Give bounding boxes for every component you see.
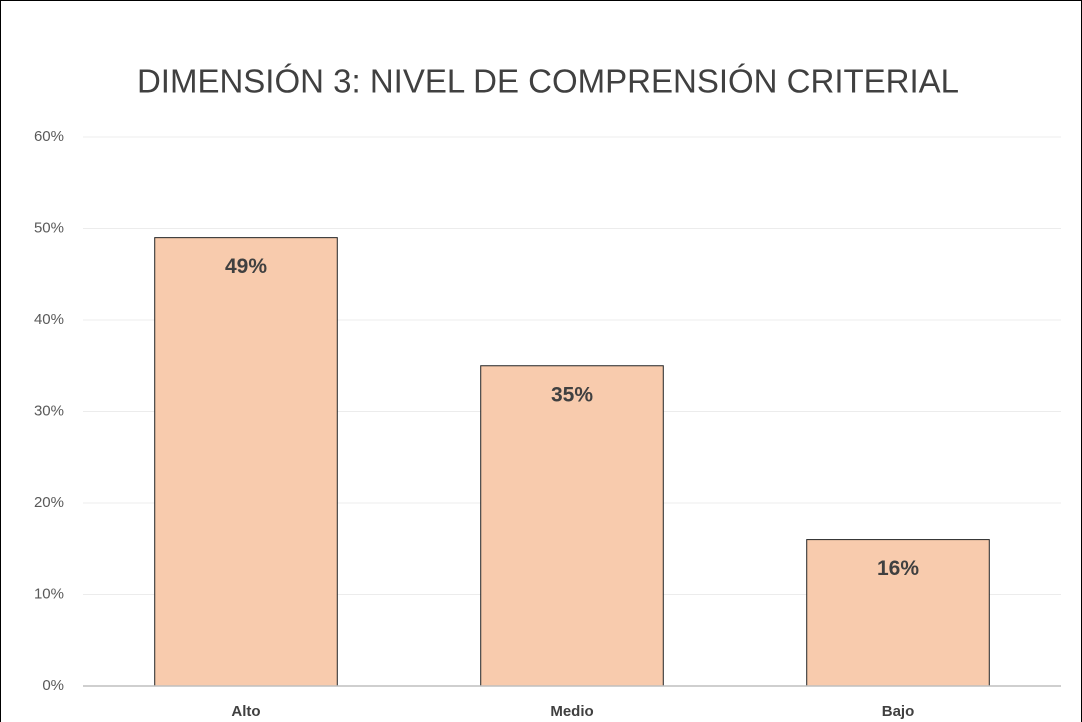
y-tick-label: 40%	[34, 311, 64, 328]
chart-title: DIMENSIÓN 3: NIVEL DE COMPRENSIÓN CRITER…	[137, 63, 959, 100]
bar	[154, 237, 338, 687]
x-tick-label: Alto	[231, 703, 260, 720]
bar	[480, 365, 664, 687]
data-label: 35%	[551, 383, 593, 406]
x-tick-label: Medio	[550, 703, 593, 720]
x-tick-label: Bajo	[882, 703, 915, 720]
bar	[806, 539, 990, 687]
y-tick-label: 30%	[34, 402, 64, 419]
y-tick-label: 10%	[34, 585, 64, 602]
y-tick-label: 60%	[34, 128, 64, 145]
y-tick-label: 0%	[42, 677, 64, 694]
y-tick-label: 50%	[34, 219, 64, 236]
data-label: 49%	[225, 255, 267, 278]
y-tick-label: 20%	[34, 494, 64, 511]
data-label: 16%	[877, 557, 919, 580]
